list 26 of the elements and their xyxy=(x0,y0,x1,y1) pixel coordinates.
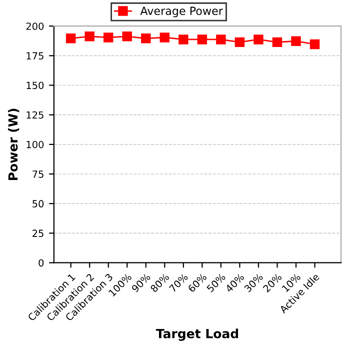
point xyxy=(216,34,226,44)
y-tick-label: 150 xyxy=(26,82,44,90)
point xyxy=(160,32,170,42)
point xyxy=(234,37,245,48)
y-tick-label: 75 xyxy=(32,170,44,178)
point xyxy=(272,37,282,48)
y-axis-title: Power (W) xyxy=(8,108,20,180)
point xyxy=(103,32,114,42)
point xyxy=(141,34,151,44)
y-tick-label: 175 xyxy=(26,52,44,60)
point xyxy=(197,34,208,44)
point xyxy=(122,32,132,42)
x-axis-title: Target Load xyxy=(156,328,238,341)
point xyxy=(254,34,264,44)
y-tick-label: 25 xyxy=(32,230,44,237)
y-tick-label: 0 xyxy=(38,259,44,267)
point xyxy=(178,34,188,44)
legend-label: Average Power xyxy=(140,6,223,18)
point xyxy=(66,34,76,44)
point xyxy=(291,36,301,46)
y-tick-label: 100 xyxy=(26,140,44,148)
y-tick-label: 200 xyxy=(26,22,44,30)
point xyxy=(310,39,320,50)
y-tick-label: 50 xyxy=(32,200,44,208)
y-tick-label: 125 xyxy=(26,111,44,119)
point xyxy=(84,32,94,42)
